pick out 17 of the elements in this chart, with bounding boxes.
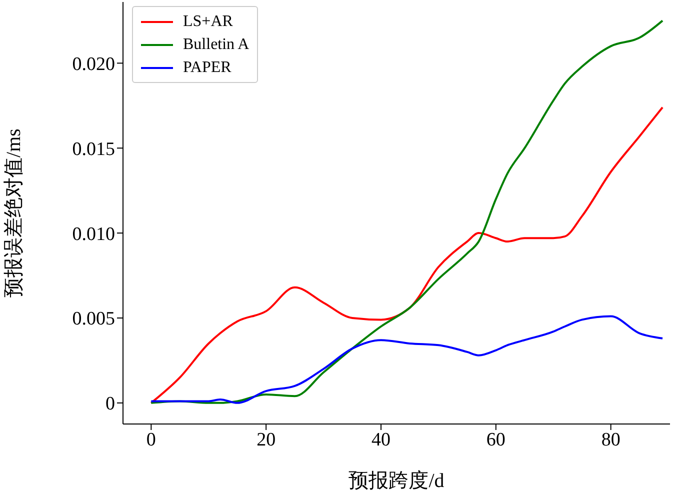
y-tick-label: 0.020: [72, 54, 115, 75]
y-axis-title: 预报误差绝对值/ms: [3, 128, 26, 298]
x-tick-label: 0: [146, 429, 156, 450]
x-tick-label: 80: [601, 429, 620, 450]
line-series: [150, 315, 664, 404]
y-tick-label: 0.015: [72, 138, 115, 160]
legend-label: Bulletin A: [183, 35, 250, 55]
y-tick-label: 0.010: [72, 224, 115, 245]
x-tick-label: 60: [486, 429, 506, 450]
y-tick-label: 0: [106, 394, 115, 415]
legend-label: LS+AR: [183, 12, 233, 32]
x-tick-label: 40: [371, 429, 390, 450]
legend-label: PAPER: [183, 58, 232, 78]
x-tick-label: 20: [256, 429, 276, 450]
x-axis-title: 预报跨度/d: [348, 470, 444, 492]
line-series: [150, 106, 664, 404]
y-tick-label: 0.005: [72, 308, 115, 330]
